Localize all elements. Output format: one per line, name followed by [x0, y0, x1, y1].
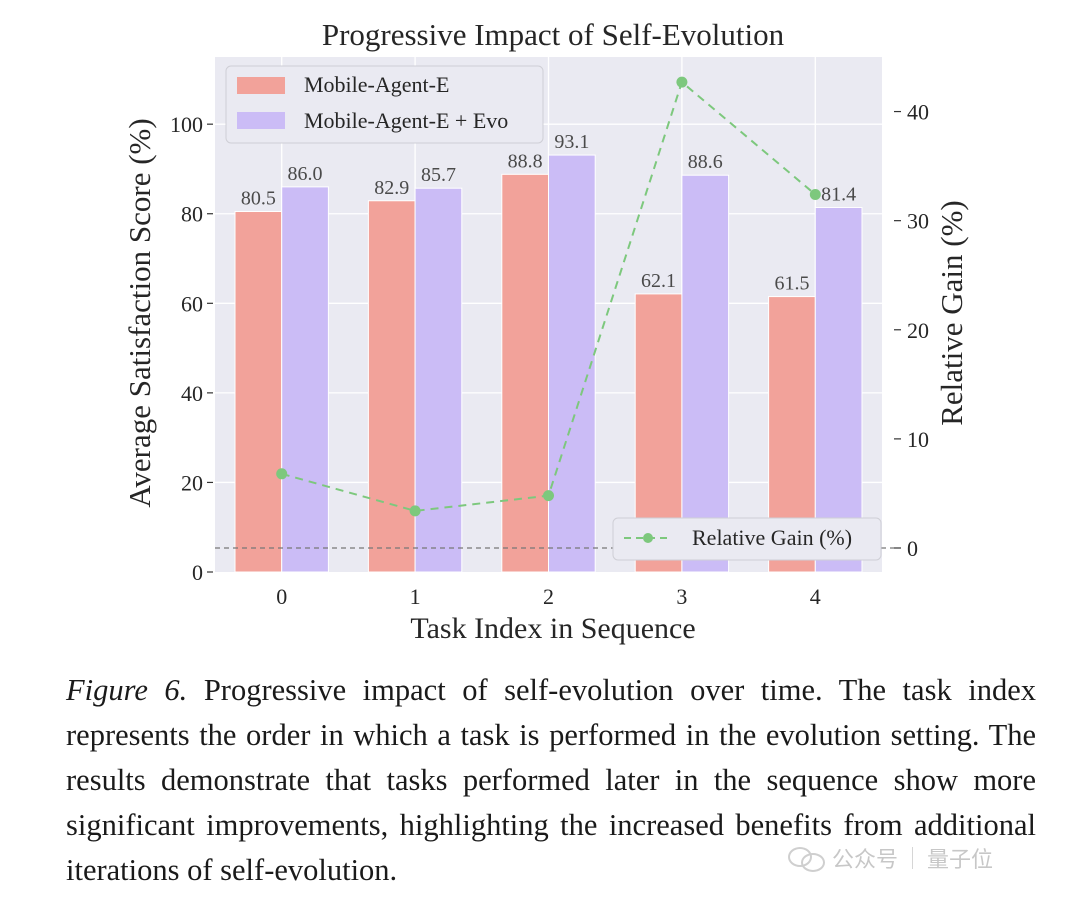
bar-value-label: 88.8 — [508, 150, 543, 172]
legend-top-box — [225, 65, 544, 144]
bar — [367, 200, 416, 573]
bar — [501, 173, 549, 573]
y-tick-label: 20 — [181, 470, 203, 495]
x-tick-label: 2 — [543, 584, 554, 609]
relative-gain-point — [809, 188, 821, 200]
bar-value-label: 82.9 — [374, 177, 409, 199]
bar — [814, 206, 863, 573]
y2-tick-label: 40 — [907, 100, 929, 125]
bar-value-label: 80.5 — [241, 188, 276, 210]
watermark: 公众号 量子位 — [788, 842, 993, 874]
x-axis-label: Task Index in Sequence — [410, 612, 695, 645]
watermark-platform: 公众号 — [832, 848, 899, 873]
relative-gain-point — [409, 505, 421, 517]
y2-axis-label: Relative Gain (%) — [934, 200, 969, 426]
relative-gain-line — [215, 76, 894, 549]
relative-gain-point — [676, 76, 688, 88]
y-tick-label: 0 — [192, 560, 203, 585]
watermark-account: 量子位 — [927, 848, 994, 873]
bar-value-label: 88.6 — [688, 151, 723, 173]
figure-caption-text: Progressive impact of self-evolution ove… — [66, 673, 1036, 887]
relative-gain-point — [276, 468, 288, 480]
legend-bottom: Relative Gain (%) — [612, 517, 882, 561]
legend-marker-relative-gain — [643, 533, 653, 543]
relative-gain-point — [543, 490, 554, 502]
bar — [281, 186, 329, 573]
chart-title: Progressive Impact of Self-Evolution — [322, 17, 785, 52]
watermark-divider — [912, 847, 914, 869]
bar — [414, 187, 463, 573]
bar-value-label: 93.1 — [554, 131, 589, 153]
y-tick-label: 80 — [181, 202, 203, 227]
bar — [681, 174, 730, 573]
bar-value-label: 81.4 — [821, 183, 856, 205]
y2-tick-label: 30 — [907, 209, 929, 234]
chart: Progressive Impact of Self-Evolution 80.… — [122, 17, 969, 645]
figure-label: Figure 6. — [66, 673, 188, 707]
y2-tick-label: 20 — [907, 318, 929, 343]
legend-label-relative-gain: Relative Gain (%) — [692, 525, 852, 550]
bar — [548, 154, 596, 573]
x-tick-label: 4 — [810, 584, 821, 609]
x-tick-label: 3 — [676, 584, 687, 609]
y-tick-label: 60 — [181, 291, 203, 316]
x-tick-label: 1 — [410, 584, 421, 609]
y2-tick-label: 0 — [907, 536, 918, 561]
legend-swatch-mobile-agent-e — [237, 77, 285, 94]
wechat-icon — [788, 845, 825, 872]
bar — [234, 211, 283, 573]
bar-value-label: 61.5 — [774, 273, 809, 295]
x-tick-label: 0 — [276, 584, 287, 609]
y2-tick-label: 10 — [907, 427, 929, 452]
y-axis-label: Average Satisfaction Score (%) — [122, 118, 157, 507]
bar-value-label: 86.0 — [288, 163, 323, 185]
bar-value-label: 62.1 — [641, 270, 676, 292]
bar-value-label: 85.7 — [421, 164, 456, 186]
legend-swatch-mobile-agent-e-evo — [237, 112, 285, 129]
figure-caption: Figure 6. Progressive impact of self-evo… — [66, 668, 1036, 893]
legend-top: Mobile-Agent-E Mobile-Agent-E + Evo — [225, 65, 544, 144]
axes: 0 20 40 60 80 100 0 10 20 30 40 0 1 2 3 4 — [170, 100, 929, 609]
legend-bottom-box — [612, 517, 882, 561]
y-tick-label: 40 — [181, 381, 203, 406]
y-tick-label: 100 — [170, 112, 203, 137]
legend-label-mobile-agent-e-evo: Mobile-Agent-E + Evo — [304, 108, 508, 133]
legend-label-mobile-agent-e: Mobile-Agent-E — [304, 72, 449, 97]
